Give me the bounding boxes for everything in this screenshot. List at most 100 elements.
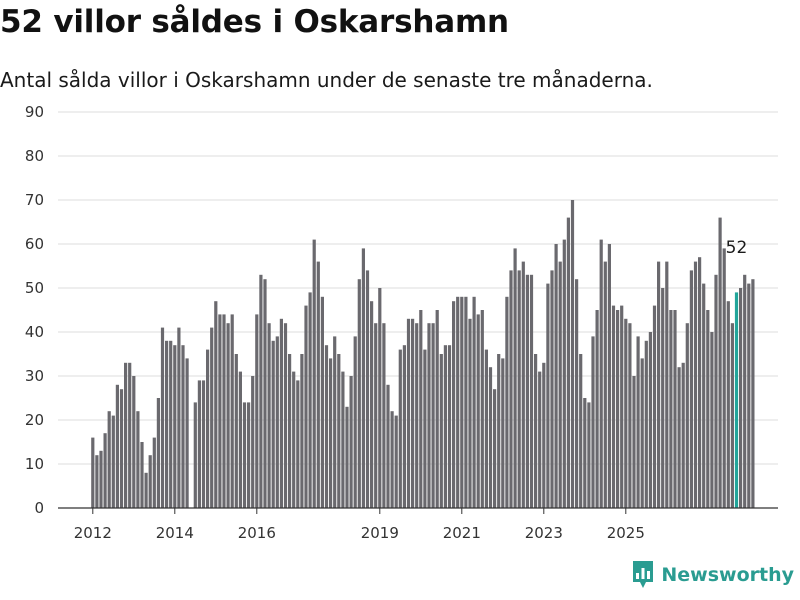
bar bbox=[324, 345, 329, 508]
bar bbox=[382, 323, 386, 508]
bar bbox=[677, 367, 681, 508]
bar bbox=[99, 450, 103, 508]
bar bbox=[288, 354, 292, 508]
x-tick-label: 2019 bbox=[361, 524, 399, 542]
bar bbox=[119, 389, 124, 508]
bar bbox=[361, 248, 365, 508]
bar bbox=[226, 323, 230, 508]
bar bbox=[714, 274, 718, 508]
bar bbox=[443, 345, 447, 508]
bar bbox=[411, 318, 415, 508]
bar bbox=[386, 384, 390, 508]
bar bbox=[374, 323, 378, 508]
bar bbox=[652, 305, 657, 508]
bar bbox=[292, 371, 296, 508]
x-tick-label: 2023 bbox=[525, 524, 563, 542]
bar bbox=[115, 384, 119, 508]
y-tick-label: 80 bbox=[25, 147, 44, 165]
bar bbox=[628, 323, 632, 508]
bar bbox=[218, 314, 222, 508]
y-tick-label: 20 bbox=[25, 411, 44, 429]
bar bbox=[505, 296, 509, 508]
bar bbox=[501, 358, 505, 508]
bar bbox=[173, 345, 177, 508]
bar bbox=[665, 261, 669, 508]
bar bbox=[255, 314, 259, 508]
bar bbox=[693, 261, 698, 508]
bar bbox=[357, 279, 361, 508]
bar bbox=[570, 200, 575, 508]
bar bbox=[181, 345, 185, 508]
brand-name: Newsworthy bbox=[661, 564, 794, 586]
bar bbox=[394, 415, 398, 508]
bar bbox=[349, 376, 353, 508]
bar bbox=[603, 261, 607, 508]
y-tick-label: 10 bbox=[25, 455, 44, 473]
bar bbox=[661, 288, 665, 508]
bar bbox=[439, 354, 443, 508]
bar bbox=[185, 358, 189, 508]
bar bbox=[595, 310, 599, 508]
highlighted-bar bbox=[734, 292, 739, 508]
bar bbox=[710, 332, 714, 508]
bar bbox=[620, 305, 624, 508]
bar bbox=[279, 318, 283, 508]
bar bbox=[447, 345, 452, 508]
bar bbox=[283, 323, 288, 508]
bar bbox=[132, 376, 136, 508]
bar bbox=[726, 301, 730, 508]
bar bbox=[312, 239, 316, 508]
bar bbox=[681, 362, 685, 508]
bar bbox=[156, 398, 160, 508]
bar bbox=[611, 305, 616, 508]
bar bbox=[390, 411, 394, 508]
bar bbox=[747, 283, 751, 508]
bar bbox=[275, 336, 279, 508]
bar bbox=[529, 274, 534, 508]
bar bbox=[468, 318, 472, 508]
bar bbox=[337, 354, 341, 508]
bar bbox=[513, 248, 517, 508]
bar bbox=[341, 371, 345, 508]
value-annotation: 52 bbox=[726, 238, 748, 258]
bar bbox=[689, 270, 693, 508]
bar bbox=[136, 411, 140, 508]
bar bbox=[263, 279, 267, 508]
bar bbox=[316, 261, 320, 508]
bar bbox=[476, 314, 480, 508]
bar bbox=[419, 310, 423, 508]
bar bbox=[165, 340, 169, 508]
bar bbox=[472, 296, 476, 508]
bar bbox=[193, 402, 197, 508]
bar bbox=[648, 332, 652, 508]
x-tick-label: 2016 bbox=[238, 524, 276, 542]
bar bbox=[542, 362, 546, 508]
bar bbox=[484, 349, 488, 508]
bar bbox=[525, 274, 529, 508]
bar bbox=[599, 239, 603, 508]
y-tick-label: 40 bbox=[25, 323, 44, 341]
bar bbox=[210, 327, 214, 508]
bar bbox=[521, 261, 525, 508]
bar bbox=[296, 380, 300, 508]
bar bbox=[538, 371, 542, 508]
bar bbox=[370, 301, 374, 508]
chart-title: 52 villor såldes i Oskarshamn bbox=[0, 4, 509, 40]
bar bbox=[402, 345, 406, 508]
bar bbox=[230, 314, 234, 508]
bar bbox=[743, 274, 747, 508]
bar bbox=[144, 472, 148, 508]
bar bbox=[669, 310, 673, 508]
y-tick-label: 30 bbox=[25, 367, 44, 385]
bar bbox=[308, 292, 312, 508]
bar bbox=[148, 455, 152, 508]
bar bbox=[431, 323, 435, 508]
bar bbox=[378, 288, 382, 508]
bar bbox=[685, 323, 689, 508]
bar bbox=[558, 261, 562, 508]
bar bbox=[566, 217, 570, 508]
bar bbox=[550, 270, 554, 508]
bar bbox=[206, 349, 210, 508]
bar bbox=[509, 270, 513, 508]
